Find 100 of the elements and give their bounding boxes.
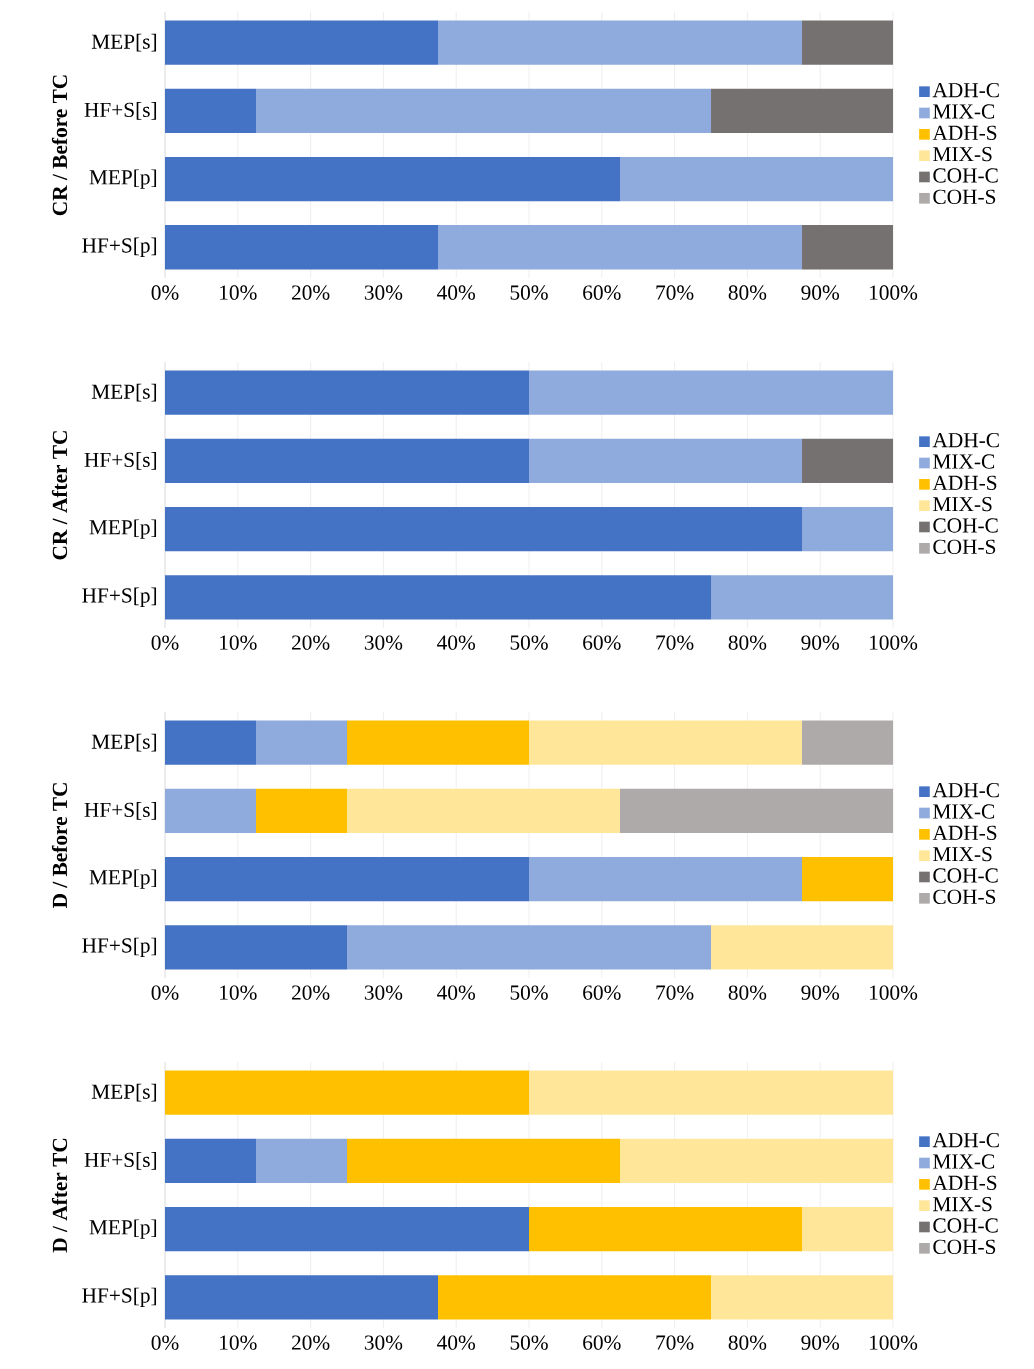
bar	[165, 225, 438, 270]
x-tick-label: 80%	[728, 985, 767, 1000]
bar	[711, 1275, 894, 1320]
y-tick-label: HF+S[p]	[82, 1287, 157, 1307]
bar	[165, 156, 621, 202]
y-axis-title: D / Before TC	[51, 783, 68, 909]
bar	[438, 20, 803, 65]
x-tick-label: 0%	[151, 635, 179, 650]
legend-label: COH-S	[933, 889, 996, 904]
bar	[256, 88, 712, 134]
x-tick-label: 10%	[220, 985, 257, 1000]
legend-label: COH-C	[933, 868, 998, 883]
bar	[256, 788, 348, 834]
x-tick-label: 50%	[510, 1335, 548, 1350]
y-tick-label: HF+S[s]	[84, 802, 157, 820]
legend-label: COH-C	[933, 1218, 998, 1233]
y-tick-label: HF+S[s]	[84, 102, 157, 120]
x-tick-label: 70%	[656, 985, 694, 1000]
bar	[256, 1138, 348, 1184]
legend-label: COH-S	[933, 539, 996, 554]
x-tick-label: 60%	[583, 635, 621, 650]
x-tick-label: 30%	[364, 985, 403, 1000]
bar	[802, 225, 894, 270]
bar	[165, 788, 256, 834]
x-tick-label: 50%	[510, 635, 548, 650]
x-tick-label: 100%	[870, 1335, 918, 1350]
legend-label: MIX-C	[933, 1154, 995, 1169]
y-tick-label: MEP[s]	[91, 733, 157, 752]
y-tick-label: MEP[s]	[91, 1083, 157, 1102]
x-tick-label: 90%	[801, 1335, 840, 1350]
x-tick-label: 30%	[364, 635, 403, 650]
x-tick-label: 20%	[291, 635, 330, 650]
x-tick-label: 0%	[151, 985, 179, 1000]
legend-label: ADH-S	[932, 825, 997, 840]
x-tick-label: 0%	[151, 1335, 179, 1350]
legend-label: MIX-S	[933, 497, 992, 512]
x-tick-label: 60%	[583, 285, 621, 300]
bar	[529, 1206, 803, 1252]
legend-label: MIX-C	[933, 454, 995, 469]
legend-label: ADH-C	[932, 83, 999, 98]
legend-label: ADH-C	[932, 1133, 999, 1148]
bar	[620, 788, 894, 834]
bar	[165, 575, 712, 620]
x-tick-label: 40%	[437, 1335, 476, 1350]
bar	[802, 506, 894, 552]
bar	[438, 225, 803, 270]
x-tick-label: 20%	[291, 285, 330, 300]
y-tick-label: HF+S[s]	[84, 452, 157, 470]
bar	[347, 925, 712, 970]
y-axis-title: D / After TC	[51, 1138, 68, 1253]
y-tick-label: MEP[p]	[89, 1219, 157, 1239]
legend-label: ADH-C	[932, 783, 999, 798]
bar	[165, 88, 256, 134]
legend-label: ADH-S	[932, 1175, 997, 1191]
bar	[347, 1138, 621, 1184]
x-tick-label: 40%	[437, 635, 476, 650]
bar	[165, 506, 803, 552]
bar	[165, 438, 529, 484]
y-tick-label: MEP[s]	[91, 33, 157, 52]
bar	[165, 1206, 529, 1252]
x-tick-label: 90%	[801, 985, 840, 1000]
y-axis-title: CR / After TC	[51, 431, 68, 560]
y-tick-label: HF+S[p]	[82, 937, 157, 957]
y-tick-label: HF+S[p]	[82, 237, 157, 257]
bar	[165, 925, 348, 970]
legend-label: MIX-S	[933, 1197, 992, 1212]
x-tick-label: 20%	[291, 985, 330, 1000]
y-tick-label: HF+S[p]	[82, 587, 157, 607]
bar	[802, 438, 894, 484]
x-tick-label: 10%	[220, 635, 257, 650]
legend-label: MIX-C	[933, 104, 995, 119]
x-tick-label: 0%	[151, 285, 179, 300]
x-tick-label: 70%	[656, 635, 694, 650]
x-tick-label: 70%	[656, 285, 694, 300]
y-tick-label: MEP[p]	[89, 519, 157, 539]
bar	[711, 88, 894, 134]
legend-label: COH-C	[933, 518, 998, 533]
y-tick-label: HF+S[s]	[84, 1152, 157, 1170]
x-tick-label: 30%	[364, 1335, 403, 1350]
x-tick-label: 10%	[220, 1335, 257, 1350]
legend-label: MIX-S	[933, 847, 992, 862]
bar	[438, 1275, 712, 1320]
bar	[165, 856, 529, 902]
bar	[165, 20, 438, 65]
bar	[711, 575, 894, 620]
y-tick-label: MEP[p]	[89, 869, 157, 889]
x-tick-label: 30%	[364, 285, 403, 300]
x-tick-label: 80%	[728, 1335, 767, 1350]
y-axis-title: CR / Before TC	[51, 75, 68, 216]
bar	[165, 720, 256, 765]
legend-label: MIX-C	[933, 804, 995, 819]
x-tick-label: 60%	[583, 1335, 621, 1350]
y-tick-label: MEP[s]	[91, 383, 157, 402]
bar	[529, 720, 803, 765]
bar	[256, 720, 348, 765]
x-tick-label: 50%	[510, 285, 548, 300]
bar	[711, 925, 894, 970]
bar	[165, 1138, 256, 1184]
x-tick-label: 20%	[291, 1335, 330, 1350]
x-tick-label: 100%	[870, 635, 918, 650]
